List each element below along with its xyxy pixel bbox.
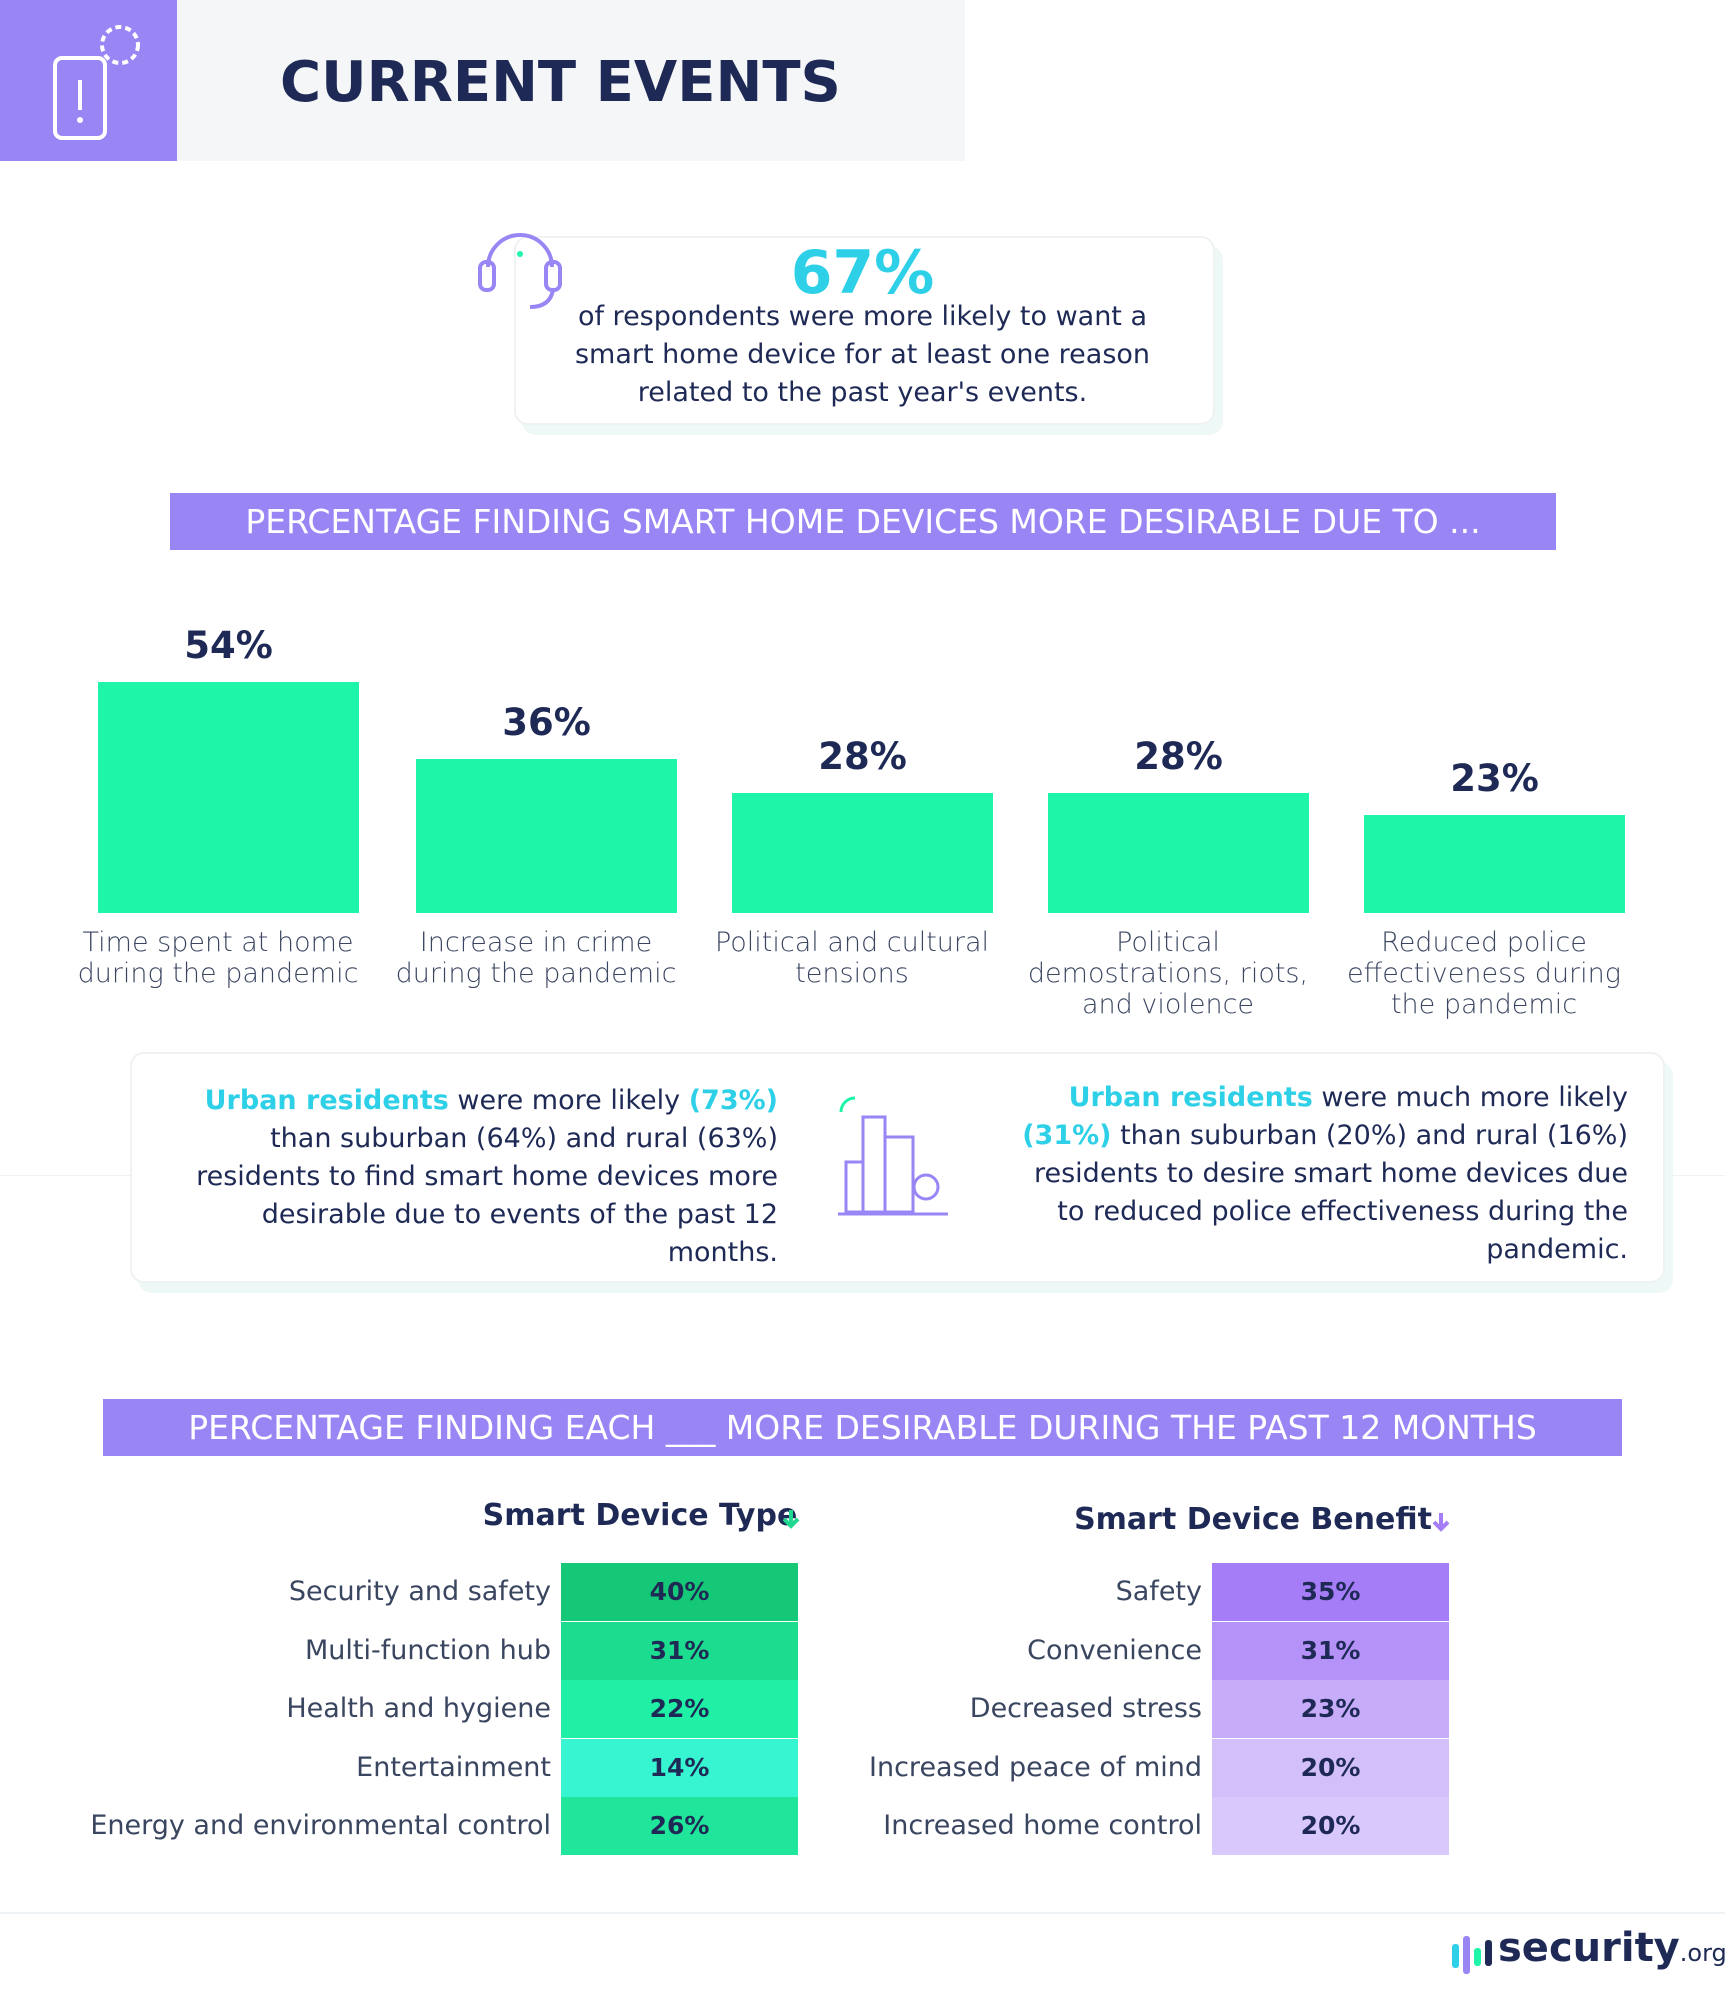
logo-icon [1452,1936,1492,1974]
title: CURRENT EVENTS [280,50,841,115]
chart-title: PERCENTAGE FINDING SMART HOME DEVICES MO… [170,493,1556,550]
highlight: (31%) [1022,1120,1112,1151]
callout-text: of respondents were more likely to want … [514,298,1211,412]
row-value: 26% [561,1797,798,1855]
row-label: Multi-function hub [305,1634,551,1666]
footer-line [0,1912,1725,1914]
row-label: Entertainment [356,1751,551,1783]
arrow-icon [1432,1513,1450,1532]
callout-line: smart home device for at least one reaso… [574,339,1151,370]
bar [1048,793,1309,913]
row-value: 35% [1212,1563,1449,1621]
row-value: 23% [1212,1680,1449,1738]
brand: security [1498,1925,1680,1971]
bar [98,682,359,913]
row-value: 31% [561,1621,798,1680]
notes-box [130,1052,1665,1283]
note-text: than suburban (20%) and rural (16%) resi… [1034,1120,1628,1265]
headset-icon [478,233,562,309]
category-label: Political demostrations, riots, and viol… [1027,927,1309,1020]
row-value: 14% [561,1738,798,1797]
row-label: Safety [1115,1576,1202,1607]
row-value: 31% [1212,1621,1449,1680]
row-label: Security and safety [288,1576,551,1607]
city-icon [838,1096,948,1216]
value-label: 23% [1450,756,1539,800]
highlight: (73%) [688,1085,778,1116]
category-label: Increase in crime during the pandemic [395,927,677,989]
row-label: Convenience [1027,1634,1202,1666]
note-text: were more likely [448,1085,689,1116]
arrow-icon [782,1510,800,1529]
header-icon [0,0,177,161]
bar [416,759,677,913]
value-label: 28% [1134,735,1223,779]
category-label: Reduced police effectiveness during the … [1347,927,1621,1020]
callout-stat: 67% [790,238,935,308]
table-heading: Smart Device Type [482,1498,798,1533]
brand-tld: .org [1679,1939,1725,1967]
bar-chart: 54% Time spent at home during the pandemi… [0,560,1725,1040]
callout-line: related to the past year's events. [637,377,1088,408]
row-label: Decreased stress [969,1693,1202,1724]
table-heading: Smart Device Benefit [1074,1502,1432,1537]
note-text: than suburban (64%) and rural (63%) resi… [196,1123,778,1268]
row-label: Health and hygiene [286,1693,551,1724]
callout-box [514,236,1215,425]
value-label: 36% [502,701,591,745]
category-label: Political and cultural tensions [714,927,990,989]
bar [1364,814,1625,913]
row-value: 20% [1212,1738,1449,1797]
note-text: were much more likely [1312,1082,1628,1113]
tables-title: PERCENTAGE FINDING EACH ___ MORE DESIRAB… [103,1399,1622,1456]
logo: security.org [1498,1925,1725,1971]
value-label: 28% [818,735,907,779]
bar [732,793,993,913]
callout-line: of respondents were more likely to want … [577,301,1148,332]
row-value: 40% [561,1563,798,1621]
highlight: Urban residents [204,1085,449,1116]
row-value: 22% [561,1680,798,1738]
row-label: Energy and environmental control [90,1810,551,1841]
row-label: Increased peace of mind [869,1751,1202,1783]
note: Urban residents were more likely (73%) t… [172,1082,778,1272]
row-label: Increased home control [883,1810,1202,1841]
category-label: Time spent at home during the pandemic [77,927,359,989]
value-label: 54% [184,624,273,668]
highlight: Urban residents [1068,1082,1313,1113]
row-value: 20% [1212,1797,1449,1855]
note: Urban residents were much more likely (3… [1017,1079,1628,1269]
